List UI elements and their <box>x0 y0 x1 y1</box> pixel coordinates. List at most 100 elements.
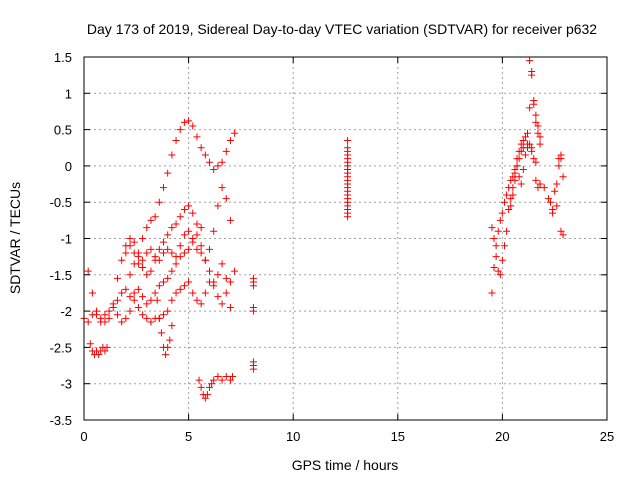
data-point <box>151 289 159 297</box>
data-point <box>151 253 159 261</box>
data-point <box>517 147 525 155</box>
data-point <box>210 376 218 384</box>
x-tick-label: 15 <box>391 429 405 444</box>
data-point <box>151 213 159 221</box>
data-point <box>172 289 180 297</box>
data-point <box>143 271 151 279</box>
data-point <box>103 343 111 351</box>
data-point <box>105 307 113 315</box>
series-arc10 <box>344 136 352 221</box>
data-point <box>229 372 237 380</box>
data-points <box>80 57 567 402</box>
y-tick-label: -3.5 <box>50 413 72 428</box>
data-point <box>159 184 167 192</box>
data-point <box>153 296 161 304</box>
data-point <box>185 117 193 125</box>
data-point <box>532 176 540 184</box>
series-arc2 <box>113 184 234 282</box>
data-point <box>168 249 176 257</box>
y-tick-label: 0.5 <box>54 123 72 138</box>
data-point <box>521 133 529 141</box>
data-point <box>143 249 151 257</box>
data-point <box>180 231 188 239</box>
data-point <box>214 271 222 279</box>
data-point <box>496 216 504 224</box>
data-point <box>126 271 134 279</box>
data-point <box>231 267 239 275</box>
data-point <box>101 311 109 319</box>
data-point <box>507 202 515 210</box>
data-point <box>526 57 534 65</box>
data-point <box>201 256 209 264</box>
data-point <box>126 307 134 315</box>
data-point <box>511 176 519 184</box>
series-arc5 <box>126 224 205 308</box>
data-point <box>222 274 230 282</box>
data-point <box>155 198 163 206</box>
data-point <box>172 220 180 228</box>
data-point <box>210 227 218 235</box>
data-point <box>197 144 205 152</box>
data-point <box>222 372 230 380</box>
data-point <box>344 166 352 174</box>
series-arc11 <box>488 68 544 297</box>
data-point <box>532 111 540 119</box>
data-point <box>172 136 180 144</box>
data-point <box>143 300 151 308</box>
data-point <box>168 296 176 304</box>
data-point <box>534 184 542 192</box>
data-point <box>519 166 527 174</box>
data-point <box>84 318 92 326</box>
data-point <box>540 184 548 192</box>
data-point <box>231 129 239 137</box>
data-point <box>505 205 513 213</box>
data-point <box>492 253 500 261</box>
data-point <box>180 282 188 290</box>
data-point <box>176 242 184 250</box>
data-point <box>193 245 201 253</box>
data-point <box>226 278 234 286</box>
data-point <box>159 311 167 319</box>
y-tick-label: 1 <box>65 86 72 101</box>
data-point <box>509 184 517 192</box>
data-point <box>189 238 197 246</box>
data-point <box>544 195 552 203</box>
data-point <box>515 173 523 181</box>
data-point <box>109 300 117 308</box>
data-point <box>168 151 176 159</box>
data-point <box>513 162 521 170</box>
data-point <box>176 213 184 221</box>
data-point <box>143 224 151 232</box>
series-arc14 <box>547 151 567 239</box>
data-point <box>222 147 230 155</box>
data-point <box>218 158 226 166</box>
data-point <box>206 383 214 391</box>
data-point <box>494 227 502 235</box>
data-point <box>118 318 126 326</box>
data-point <box>155 282 163 290</box>
data-point <box>530 97 538 105</box>
data-point <box>553 202 561 210</box>
y-tick-label: -0.5 <box>50 195 72 210</box>
data-point <box>130 238 138 246</box>
data-point <box>226 216 234 224</box>
data-point <box>344 147 352 155</box>
data-point <box>197 383 205 391</box>
x-tick-label: 25 <box>600 429 614 444</box>
data-point <box>155 256 163 264</box>
data-point <box>226 376 234 384</box>
series-arc12 <box>488 140 544 279</box>
data-point <box>185 278 193 286</box>
data-point <box>201 289 209 297</box>
data-point <box>214 202 222 210</box>
series-arc15 <box>526 57 544 148</box>
data-point <box>201 394 209 402</box>
data-point <box>176 285 184 293</box>
x-tick-label: 5 <box>185 429 192 444</box>
data-point <box>176 126 184 134</box>
data-point <box>189 122 197 130</box>
data-point <box>180 249 188 257</box>
data-point <box>93 311 101 319</box>
data-point <box>528 144 536 152</box>
